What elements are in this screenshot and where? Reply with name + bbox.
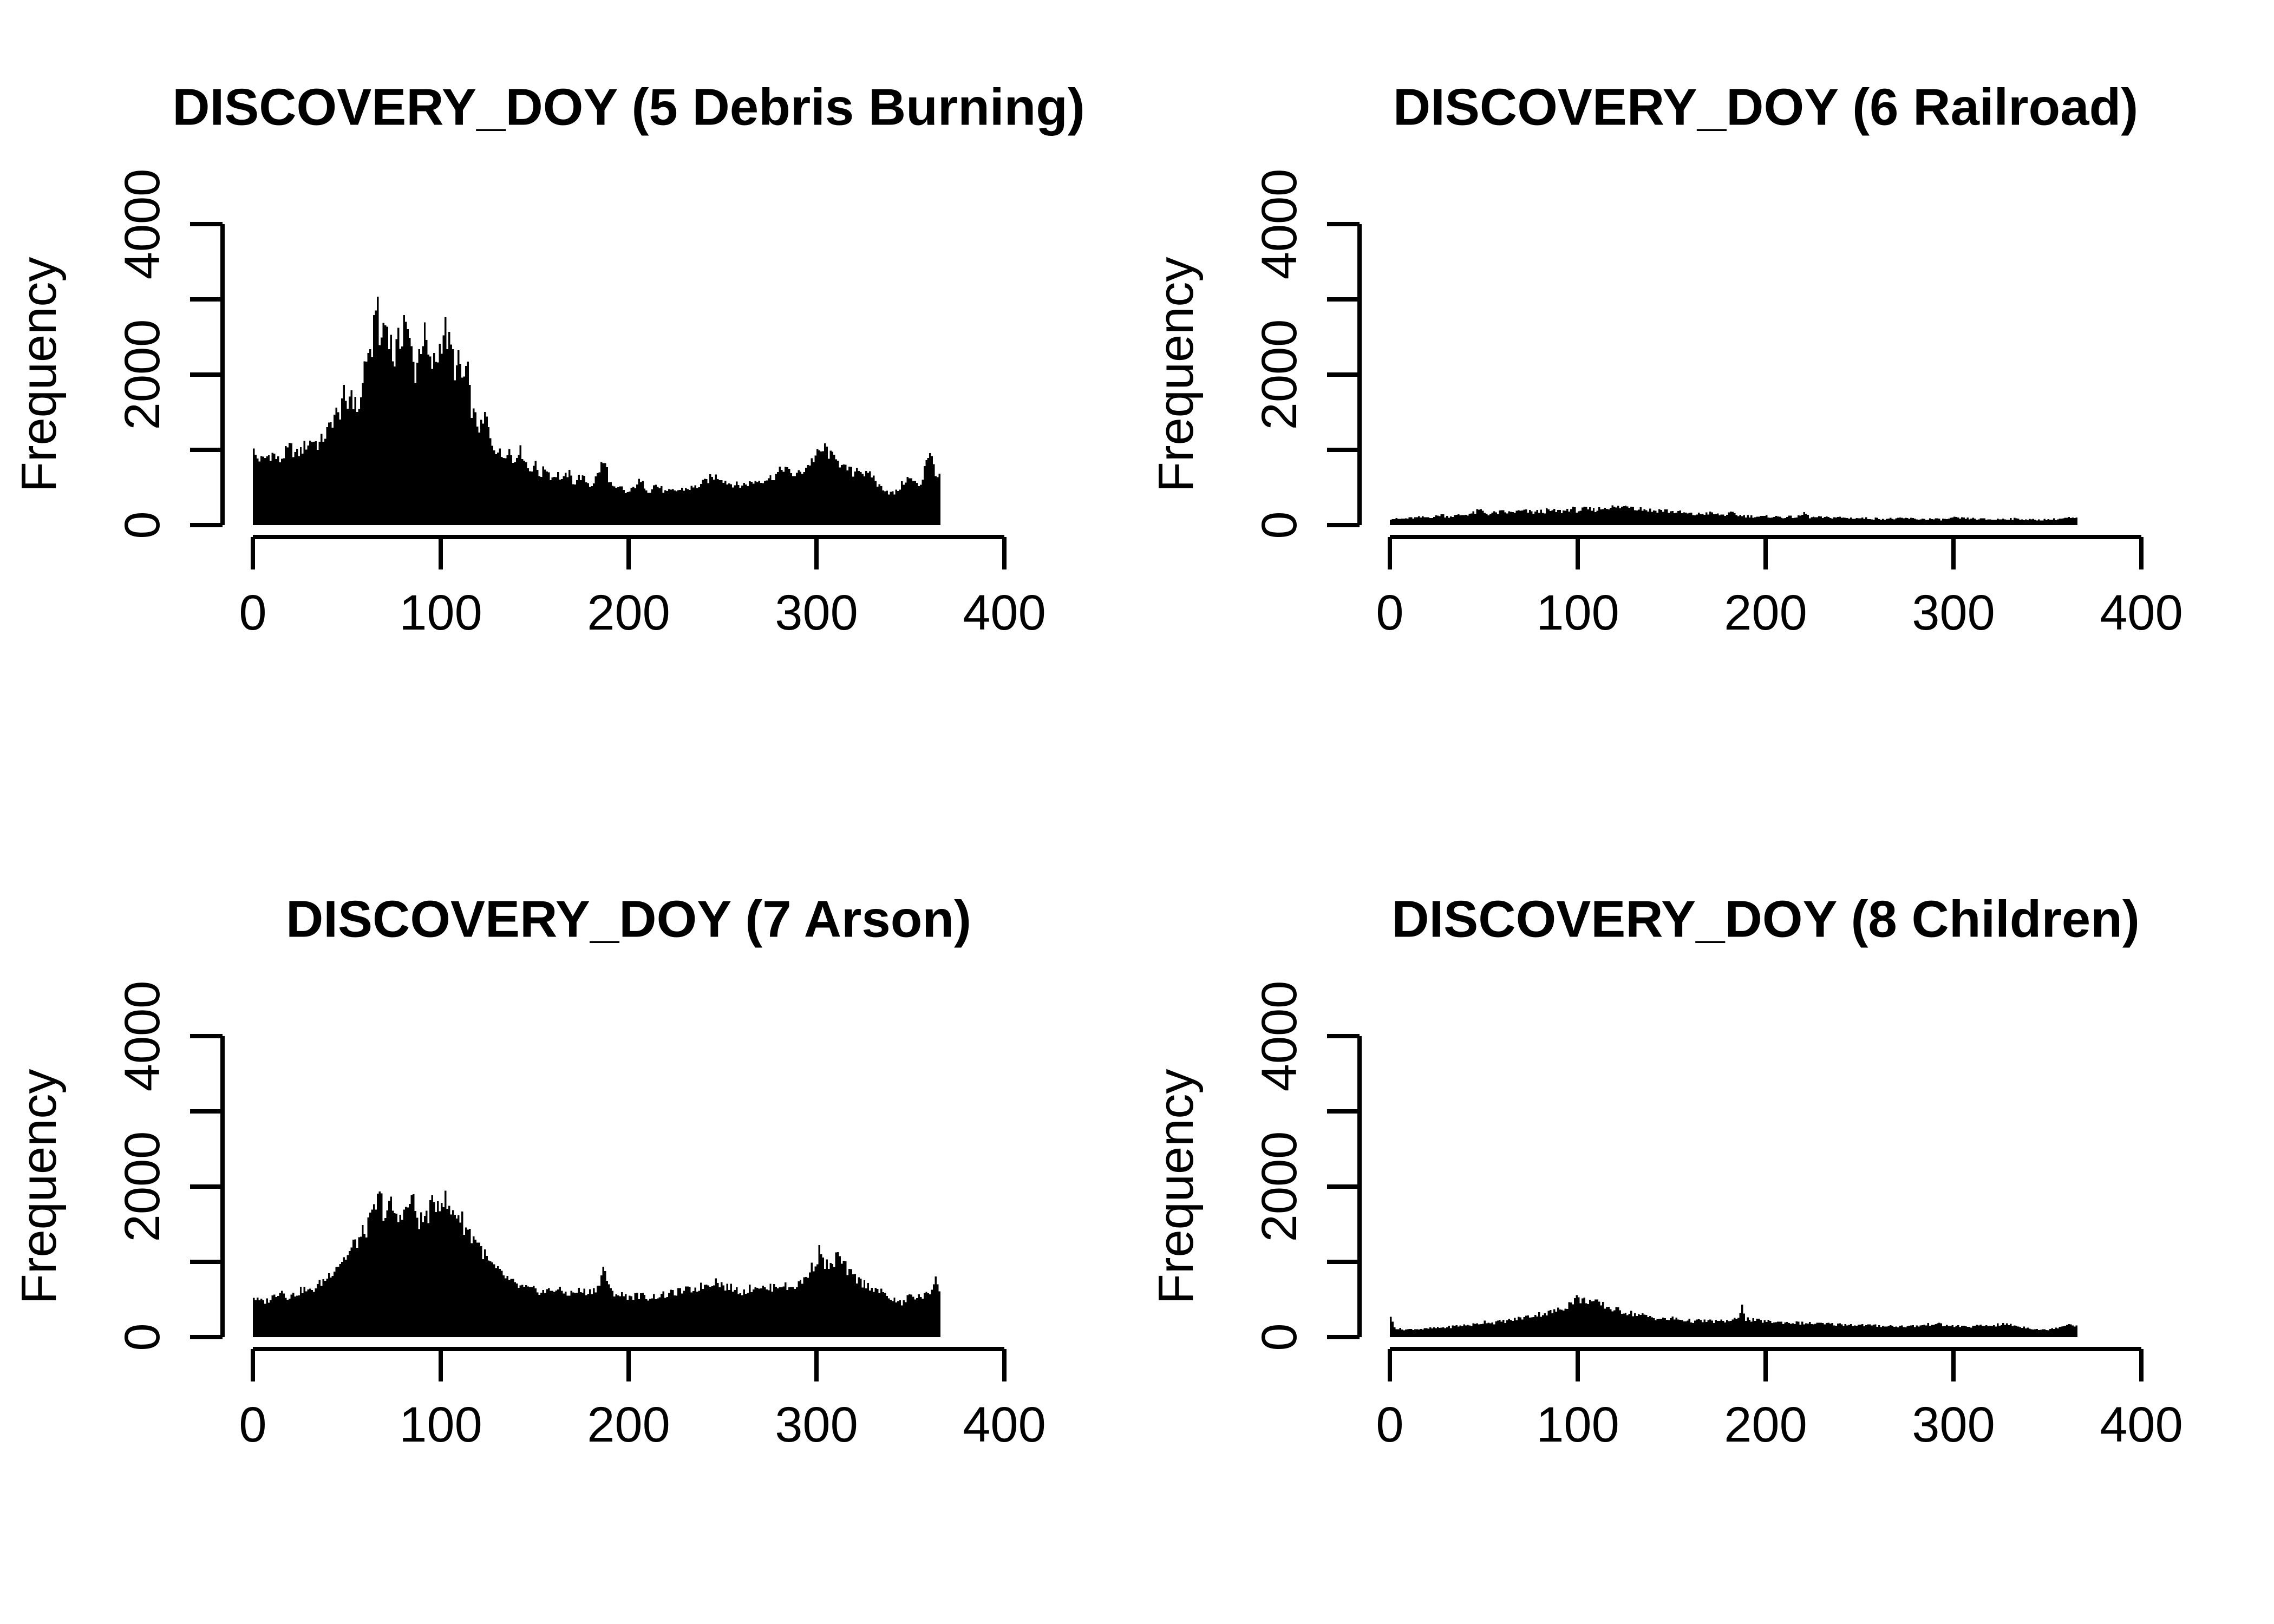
x-axis (1388, 535, 2144, 569)
histogram-panel-children: 0 100 200 300 400 0 2000 4000 Frequency DISCOVERY… (1137, 812, 2274, 1624)
x-axis (251, 1347, 1007, 1381)
x-tick-label: 300 (775, 1397, 858, 1452)
x-tick-label: 400 (963, 585, 1046, 640)
x-tick-label: 100 (1536, 1397, 1619, 1452)
y-tick-label: 0 (1252, 1323, 1307, 1351)
histogram-bars (253, 297, 940, 525)
panel-svg: 0 100 200 300 400020004000FrequencyDISCOVERY… (11, 78, 1085, 641)
x-tick-label: 200 (587, 1397, 670, 1452)
x-tick-label: 200 (1724, 1397, 1807, 1452)
panel-svg: 0 100 200 300 400020004000FrequencyDISCOVERY… (1148, 78, 2183, 641)
x-tick-label: 100 (1536, 585, 1619, 640)
panel-svg: 0 100 200 300 400020004000FrequencyDISCOVERY… (11, 890, 1046, 1453)
y-tick-label: 2000 (115, 1131, 170, 1242)
x-tick-label: 100 (399, 1397, 482, 1452)
y-tick-label: 0 (115, 1323, 170, 1351)
x-axis (1388, 1347, 2144, 1381)
histogram-bars (1390, 505, 2077, 525)
y-axis (190, 1034, 225, 1339)
x-tick-label: 0 (239, 585, 266, 640)
y-tick-label: 2000 (1252, 1131, 1307, 1242)
x-axis (251, 535, 1007, 569)
y-axis (190, 222, 225, 527)
panel-title: DISCOVERY_DOY (5 Debris Burning) (172, 78, 1085, 136)
y-tick-label: 4000 (115, 981, 170, 1092)
y-tick-label: 4000 (1252, 169, 1307, 280)
y-tick-label: 2000 (1252, 319, 1307, 430)
x-tick-label: 400 (963, 1397, 1046, 1452)
x-tick-label: 300 (775, 585, 858, 640)
panel-title: DISCOVERY_DOY (7 Arson) (286, 890, 971, 948)
panel-title: DISCOVERY_DOY (6 Railroad) (1393, 78, 2138, 136)
histogram-panel-debris-burning: 0 100 200 300 400 0 2000 4000 Frequency DISCOVERY… (0, 0, 1137, 812)
y-tick-label: 0 (1252, 511, 1307, 539)
histogram-bars (1390, 1295, 2077, 1337)
y-axis (1327, 1034, 1362, 1339)
histogram-bars (253, 1190, 940, 1337)
histogram-panel-arson: 0 100 200 300 400 0 2000 4000 Frequency DISCOVERY… (0, 812, 1137, 1624)
y-tick-label: 4000 (115, 169, 170, 280)
x-tick-label: 100 (399, 585, 482, 640)
x-tick-label: 300 (1912, 585, 1995, 640)
y-tick-label: 0 (115, 511, 170, 539)
x-tick-label: 300 (1912, 1397, 1995, 1452)
y-axis-label: Frequency (1148, 1069, 1204, 1305)
x-tick-label: 200 (1724, 585, 1807, 640)
x-tick-label: 0 (239, 1397, 266, 1452)
y-tick-label: 2000 (115, 319, 170, 430)
y-axis-label: Frequency (1148, 257, 1204, 493)
x-tick-label: 400 (2100, 1397, 2183, 1452)
panel-svg: 0 100 200 300 400020004000FrequencyDISCOVERY… (1148, 890, 2183, 1453)
x-tick-label: 0 (1376, 585, 1403, 640)
panel-title: DISCOVERY_DOY (8 Children) (1391, 890, 2140, 948)
y-axis-label: Frequency (11, 257, 67, 493)
y-axis-label: Frequency (11, 1069, 67, 1305)
x-tick-label: 400 (2100, 585, 2183, 640)
x-tick-label: 0 (1376, 1397, 1403, 1452)
y-axis (1327, 222, 1362, 527)
x-tick-label: 200 (587, 585, 670, 640)
histogram-panel-railroad: 0 100 200 300 400 0 2000 4000 Frequency DISCOVERY… (1137, 0, 2274, 812)
y-tick-label: 4000 (1252, 981, 1307, 1092)
